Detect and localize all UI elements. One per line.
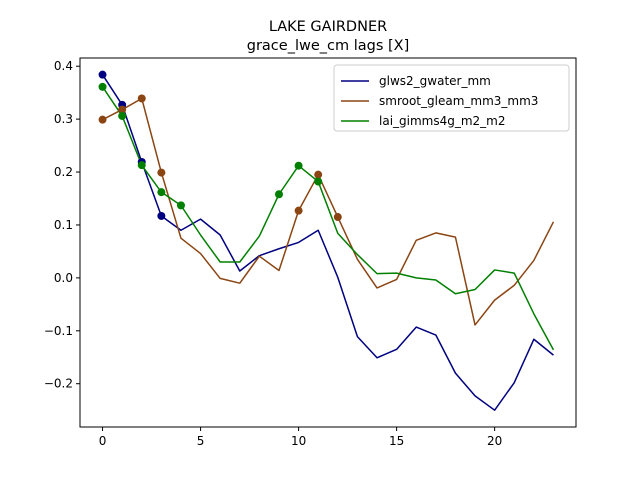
- x-tick-label: 20: [487, 434, 502, 448]
- legend-label: smroot_gleam_mm3_mm3: [379, 94, 538, 108]
- chart-title: LAKE GAIRDNER: [269, 19, 387, 35]
- series-point-smroot_gleam_mm3_mm3: [98, 115, 107, 124]
- legend-label: glws2_gwater_mm: [379, 74, 491, 88]
- y-axis: −0.2 −0.1 0.0 0.1 0.2 0.3 0.4: [44, 59, 80, 391]
- series-point-lai_gimms4g_m2_m2: [157, 188, 166, 197]
- series-point-lai_gimms4g_m2_m2: [98, 82, 107, 91]
- legend-box: [333, 64, 570, 132]
- series-markers: [98, 70, 342, 222]
- chart-subtitle: grace_lwe_cm lags [X]: [247, 38, 410, 54]
- series-point-smroot_gleam_mm3_mm3: [314, 170, 323, 179]
- plot-frame: [79, 57, 577, 428]
- series-point-smroot_gleam_mm3_mm3: [137, 94, 146, 103]
- series-point-lai_gimms4g_m2_m2: [176, 201, 185, 210]
- series-point-smroot_gleam_mm3_mm3: [157, 168, 166, 177]
- y-tick-label: −0.1: [44, 324, 73, 338]
- series-point-smroot_gleam_mm3_mm3: [294, 206, 303, 215]
- series-point-lai_gimms4g_m2_m2: [314, 177, 323, 186]
- legend: glws2_gwater_mm smroot_gleam_mm3_mm3 lai_g…: [333, 64, 570, 132]
- y-tick-label: 0.2: [54, 165, 73, 179]
- legend-label: lai_gimms4g_m2_m2: [379, 114, 506, 128]
- series-point-lai_gimms4g_m2_m2: [294, 161, 303, 170]
- x-tick-label: 0: [99, 434, 107, 448]
- y-tick-label: −0.2: [44, 377, 73, 391]
- series-point-lai_gimms4g_m2_m2: [118, 111, 127, 120]
- series-point-glws2_gwater_mm: [98, 70, 107, 79]
- series-point-lai_gimms4g_m2_m2: [137, 161, 146, 170]
- x-axis: 0 5 10 15 20: [99, 427, 502, 448]
- series-line-smroot_gleam_mm3_mm3: [102, 97, 555, 326]
- series-point-glws2_gwater_mm: [157, 211, 166, 220]
- y-tick-label: 0.0: [54, 271, 73, 285]
- x-tick-label: 15: [389, 434, 404, 448]
- series-point-lai_gimms4g_m2_m2: [274, 190, 283, 199]
- series-point-smroot_gleam_mm3_mm3: [333, 213, 342, 222]
- series-point-smroot_gleam_mm3_mm3: [118, 105, 127, 114]
- y-tick-label: 0.3: [54, 112, 73, 126]
- y-tick-label: 0.1: [54, 218, 73, 232]
- x-tick-label: 5: [197, 434, 205, 448]
- y-tick-label: 0.4: [54, 59, 73, 73]
- x-tick-label: 10: [291, 434, 306, 448]
